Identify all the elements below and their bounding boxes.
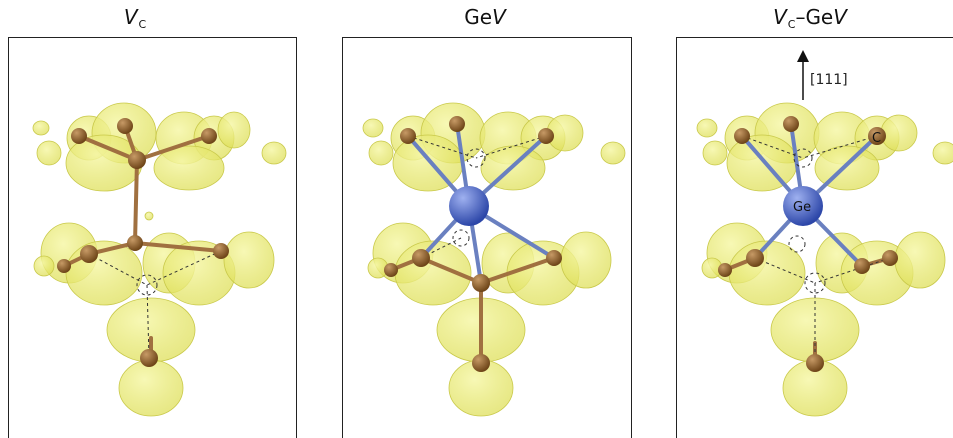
title-vcgev-sep: – bbox=[795, 5, 806, 29]
arrow-label: [111] bbox=[810, 72, 848, 88]
vc-structure-figure bbox=[32, 102, 287, 417]
carbon-atoms bbox=[384, 116, 562, 372]
isosurface-lobes bbox=[696, 102, 953, 417]
panel-title-vc: VC bbox=[105, 4, 165, 31]
title-vcgev-sub: C bbox=[787, 18, 796, 31]
title-gev-italic: V bbox=[492, 5, 506, 29]
panel-gev bbox=[342, 37, 632, 438]
vacancy-dashes bbox=[741, 135, 891, 363]
title-gev-main: Ge bbox=[464, 5, 493, 29]
vacancy-dashes bbox=[88, 250, 222, 359]
panel-title-gev: GeV bbox=[440, 4, 530, 30]
title-vc-main: V bbox=[123, 5, 138, 29]
direction-arrow: [111] bbox=[797, 50, 848, 100]
germanium-label: Ge bbox=[793, 200, 811, 215]
isosurface-lobes bbox=[32, 102, 287, 417]
vcgev-structure-figure: [111] bbox=[696, 50, 953, 417]
carbon-label: C bbox=[872, 131, 881, 146]
panel-vc-gev: [111] bbox=[676, 37, 953, 438]
title-vcgev-rest: Ge bbox=[805, 5, 834, 29]
title-vcgev-main: V bbox=[773, 5, 787, 29]
title-vcgev-italic: V bbox=[833, 5, 847, 29]
panel-title-vc-gev: VC–GeV bbox=[745, 4, 875, 31]
title-vc-sub: C bbox=[138, 18, 147, 31]
germanium-atom bbox=[449, 186, 489, 226]
carbon-atoms bbox=[718, 116, 898, 372]
gev-structure-figure bbox=[362, 102, 626, 417]
germanium-atom bbox=[783, 186, 823, 226]
isosurface-lobes bbox=[362, 102, 626, 417]
panel-vc bbox=[8, 37, 297, 438]
carbon-atoms bbox=[57, 118, 229, 367]
